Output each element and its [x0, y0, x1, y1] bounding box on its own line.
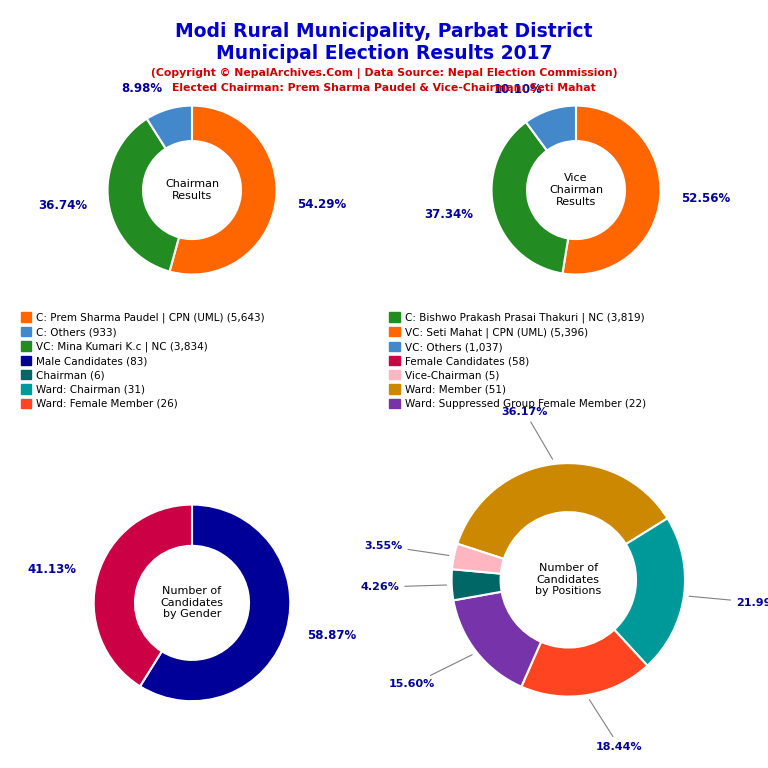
- Wedge shape: [457, 463, 667, 559]
- Text: (Copyright © NepalArchives.Com | Data Source: Nepal Election Commission): (Copyright © NepalArchives.Com | Data So…: [151, 68, 617, 78]
- Legend: C: Prem Sharma Paudel | CPN (UML) (5,643), C: Others (933), VC: Mina Kumari K.c : C: Prem Sharma Paudel | CPN (UML) (5,643…: [21, 313, 265, 409]
- Wedge shape: [452, 544, 504, 574]
- Text: Municipal Election Results 2017: Municipal Election Results 2017: [216, 44, 552, 63]
- Wedge shape: [492, 122, 568, 273]
- Text: Chairman
Results: Chairman Results: [165, 179, 219, 201]
- Text: 52.56%: 52.56%: [681, 192, 730, 205]
- Wedge shape: [521, 630, 647, 697]
- Wedge shape: [614, 518, 685, 666]
- Text: 8.98%: 8.98%: [121, 82, 163, 95]
- Text: 37.34%: 37.34%: [425, 208, 473, 221]
- Wedge shape: [526, 106, 576, 151]
- Wedge shape: [452, 569, 502, 601]
- Wedge shape: [170, 106, 276, 274]
- Text: 4.26%: 4.26%: [360, 582, 446, 592]
- Text: Number of
Candidates
by Positions: Number of Candidates by Positions: [535, 563, 601, 597]
- Text: Modi Rural Municipality, Parbat District: Modi Rural Municipality, Parbat District: [175, 22, 593, 41]
- Text: 36.74%: 36.74%: [38, 199, 88, 212]
- Text: 18.44%: 18.44%: [589, 700, 643, 752]
- Wedge shape: [147, 106, 192, 149]
- Text: 15.60%: 15.60%: [389, 654, 472, 690]
- Text: 41.13%: 41.13%: [28, 564, 77, 577]
- Text: 21.99%: 21.99%: [689, 596, 768, 607]
- Text: 36.17%: 36.17%: [502, 407, 553, 459]
- Wedge shape: [453, 591, 541, 687]
- Legend: C: Bishwo Prakash Prasai Thakuri | NC (3,819), VC: Seti Mahat | CPN (UML) (5,396: C: Bishwo Prakash Prasai Thakuri | NC (3…: [389, 313, 646, 409]
- Text: Number of
Candidates
by Gender: Number of Candidates by Gender: [161, 586, 223, 620]
- Text: 54.29%: 54.29%: [296, 197, 346, 210]
- Text: 58.87%: 58.87%: [307, 629, 356, 642]
- Text: Elected Chairman: Prem Sharma Paudel & Vice-Chairman: Seti Mahat: Elected Chairman: Prem Sharma Paudel & V…: [172, 83, 596, 93]
- Wedge shape: [94, 505, 192, 687]
- Text: 3.55%: 3.55%: [364, 541, 449, 555]
- Wedge shape: [140, 505, 290, 701]
- Wedge shape: [108, 119, 179, 272]
- Wedge shape: [562, 106, 660, 274]
- Text: Vice
Chairman
Results: Vice Chairman Results: [549, 174, 603, 207]
- Text: 10.10%: 10.10%: [494, 83, 543, 96]
